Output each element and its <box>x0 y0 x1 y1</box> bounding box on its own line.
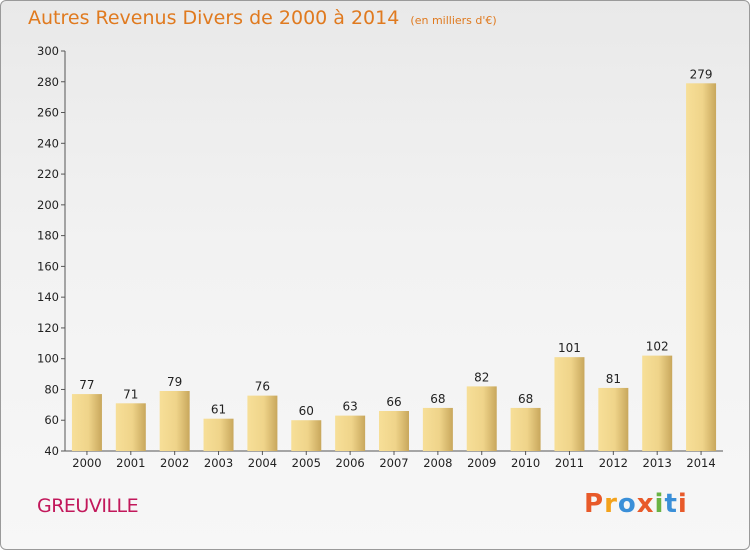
bar-2004 <box>247 395 278 451</box>
data-label-2012: 81 <box>606 372 621 386</box>
bar-2009 <box>466 386 497 451</box>
x-tick-label: 2011 <box>555 456 584 470</box>
x-tick-label: 2012 <box>599 456 628 470</box>
data-label-2010: 68 <box>518 392 533 406</box>
x-tick-label: 2009 <box>467 456 496 470</box>
town-name: GREUVILLE <box>37 495 139 517</box>
data-label-2006: 63 <box>342 400 357 414</box>
data-label-2013: 102 <box>646 340 669 354</box>
x-tick-label: 2014 <box>686 456 715 470</box>
bars <box>71 83 717 452</box>
chart-title-block: Autres Revenus Divers de 2000 à 2014 (en… <box>28 7 497 29</box>
data-label-2011: 101 <box>558 341 581 355</box>
x-tick-label: 2006 <box>335 456 364 470</box>
logo-letter: o <box>617 489 637 519</box>
y-tick-label: 80 <box>44 382 59 396</box>
y-tick-label: 260 <box>37 106 59 120</box>
x-tick-label: 2000 <box>72 456 101 470</box>
y-tick-label: 220 <box>37 167 59 181</box>
data-label-2005: 60 <box>299 404 314 418</box>
logo-letter: t <box>664 489 678 519</box>
bar-2007 <box>379 411 409 451</box>
data-label-2004: 76 <box>255 380 270 394</box>
data-label-2014: 279 <box>690 67 713 81</box>
data-label-2007: 66 <box>386 395 401 409</box>
data-label-2009: 82 <box>474 370 489 384</box>
x-tick-label: 2005 <box>292 456 321 470</box>
bar-2006 <box>335 415 366 451</box>
data-label-2000: 77 <box>79 378 94 392</box>
x-tick-label: 2013 <box>643 456 672 470</box>
y-tick-label: 280 <box>37 75 59 89</box>
y-tick-label: 100 <box>37 352 59 366</box>
x-tick-label: 2001 <box>116 456 145 470</box>
x-axis: 2000 2001 2002 2003 2004 2005 2006 2007 2008 2009… <box>65 450 723 470</box>
x-tick-label: 2007 <box>379 456 408 470</box>
x-tick-label: 2008 <box>423 456 452 470</box>
y-axis: 40 60 80 100 120 140 160 180 200 220 240 260 280 300 <box>37 44 66 458</box>
data-label-2008: 68 <box>430 392 445 406</box>
x-tick-label: 2003 <box>204 456 233 470</box>
y-tick-label: 140 <box>37 290 59 304</box>
y-tick-label: 300 <box>37 44 59 58</box>
bar-2008 <box>422 407 453 451</box>
data-label-2001: 71 <box>123 387 138 401</box>
data-label-2003: 61 <box>211 403 226 417</box>
y-tick-label: 40 <box>44 444 59 458</box>
data-label-2002: 79 <box>167 375 182 389</box>
bar-2000 <box>71 394 102 451</box>
x-tick-label: 2010 <box>511 456 540 470</box>
y-tick-label: 160 <box>37 259 59 273</box>
bar-2013 <box>642 355 673 451</box>
logo-letter: x <box>636 489 655 519</box>
chart-title: Autres Revenus Divers de 2000 à 2014 <box>28 7 400 29</box>
bar-2012 <box>598 387 629 451</box>
bar-2005 <box>291 420 322 451</box>
logo-letter: i <box>654 489 665 519</box>
chart-subtitle: (en milliers d'€) <box>410 14 497 27</box>
y-tick-label: 60 <box>44 413 59 427</box>
bar-2002 <box>159 391 190 451</box>
y-tick-label: 200 <box>37 198 59 212</box>
logo-letter: P <box>584 489 605 519</box>
y-tick-label: 120 <box>37 321 59 335</box>
proxiti-logo[interactable]: Proxiti <box>584 489 688 519</box>
y-tick-label: 240 <box>37 136 59 150</box>
bar-2011 <box>554 357 585 451</box>
x-tick-label: 2004 <box>248 456 277 470</box>
bar-2001 <box>115 403 146 451</box>
bar-2010 <box>510 407 541 451</box>
data-labels: 77 71 79 61 76 60 63 66 68 82 68 101 81 102 279 <box>79 67 712 418</box>
bar-2014 <box>686 83 717 452</box>
y-tick-label: 180 <box>37 229 59 243</box>
logo-letter: r <box>604 489 618 519</box>
x-tick-label: 2002 <box>160 456 189 470</box>
logo-letter: i <box>677 489 688 519</box>
bar-2003 <box>203 418 234 451</box>
